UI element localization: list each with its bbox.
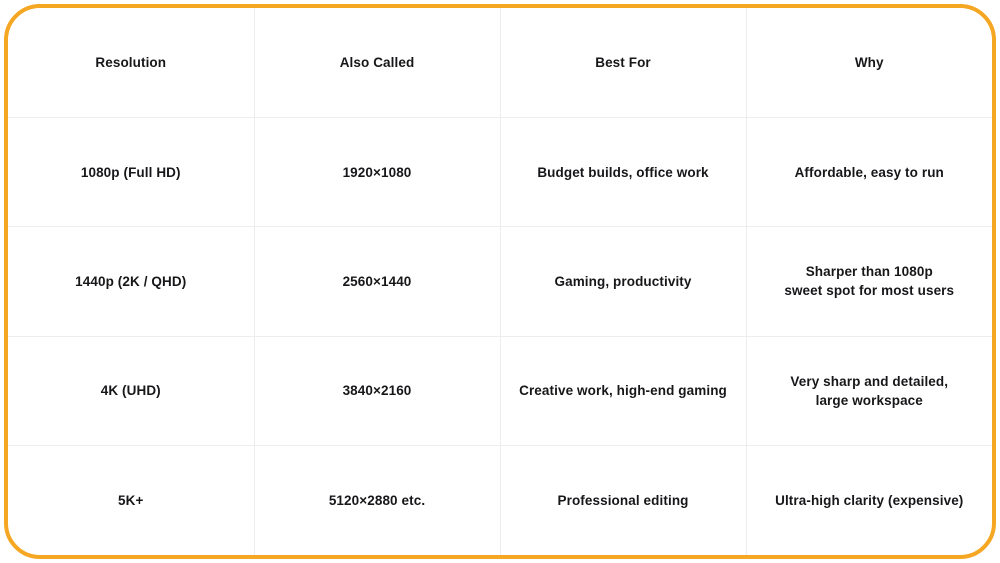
cell-why-line-1: Sharper than 1080p <box>805 264 933 280</box>
cell-why: Very sharp and detailed, large workspace <box>746 336 992 447</box>
table-row: 4K (UHD) 3840×2160 Creative work, high-e… <box>8 336 992 447</box>
column-header-also-called: Also Called <box>254 8 501 118</box>
cell-best-for-value: Creative work, high-end gaming <box>519 383 727 399</box>
column-header-also-called-label: Also Called <box>339 54 415 70</box>
cell-also-called: 1920×1080 <box>254 117 501 228</box>
cell-best-for: Creative work, high-end gaming <box>500 336 747 447</box>
cell-also-called: 2560×1440 <box>254 226 501 337</box>
cell-why-line-1: Affordable, easy to run <box>794 164 944 180</box>
cell-also-called-value: 1920×1080 <box>342 164 412 180</box>
cell-best-for: Budget builds, office work <box>500 117 747 228</box>
cell-why-line-1: Very sharp and detailed, <box>790 373 949 389</box>
cell-resolution-value: 5K+ <box>118 492 144 508</box>
table-row: 1440p (2K / QHD) 2560×1440 Gaming, produ… <box>8 226 992 337</box>
cell-best-for: Gaming, productivity <box>500 226 747 337</box>
column-header-why: Why <box>746 8 992 118</box>
cell-also-called-value: 2560×1440 <box>342 273 412 289</box>
table-header-row: Resolution Also Called Best For Why <box>8 8 992 118</box>
cell-best-for-value: Gaming, productivity <box>554 273 692 289</box>
cell-resolution-value: 1080p (Full HD) <box>80 164 181 180</box>
cell-why-line-1: Ultra-high clarity (expensive) <box>775 492 964 508</box>
column-header-resolution-label: Resolution <box>95 54 167 70</box>
column-header-best-for: Best For <box>500 8 747 118</box>
cell-resolution: 1080p (Full HD) <box>8 117 255 228</box>
cell-best-for-value: Professional editing <box>557 492 689 508</box>
table-row: 1080p (Full HD) 1920×1080 Budget builds,… <box>8 117 992 228</box>
cell-why-value: Affordable, easy to run <box>757 163 983 182</box>
cell-why-value: Ultra-high clarity (expensive) <box>757 491 983 510</box>
cell-why: Affordable, easy to run <box>746 117 992 228</box>
cell-resolution: 4K (UHD) <box>8 336 255 447</box>
cell-why-line-2: large workspace <box>815 392 923 408</box>
cell-also-called-value: 3840×2160 <box>342 383 412 399</box>
cell-why-value: Sharper than 1080p sweet spot for most u… <box>757 262 983 300</box>
cell-best-for: Professional editing <box>500 445 747 555</box>
cell-resolution-value: 1440p (2K / QHD) <box>75 273 187 289</box>
cell-why: Ultra-high clarity (expensive) <box>746 446 992 555</box>
cell-resolution-value: 4K (UHD) <box>100 383 161 399</box>
cell-also-called: 5120×2880 etc. <box>254 445 501 555</box>
column-header-why-label: Why <box>854 54 884 70</box>
table-row: 5K+ 5120×2880 etc. Professional editing … <box>8 445 992 555</box>
column-header-resolution: Resolution <box>8 8 255 118</box>
cell-why: Sharper than 1080p sweet spot for most u… <box>746 226 992 337</box>
cell-why-line-2: sweet spot for most users <box>784 283 955 299</box>
cell-also-called: 3840×2160 <box>254 336 501 447</box>
cell-why-value: Very sharp and detailed, large workspace <box>757 372 983 410</box>
cell-resolution: 1440p (2K / QHD) <box>8 226 255 337</box>
column-header-best-for-label: Best For <box>595 54 651 70</box>
resolution-comparison-table: Resolution Also Called Best For Why 1080… <box>8 8 992 555</box>
cell-also-called-value: 5120×2880 etc. <box>328 492 426 508</box>
cell-resolution: 5K+ <box>8 445 255 555</box>
cell-best-for-value: Budget builds, office work <box>537 164 709 180</box>
resolution-table-frame: Resolution Also Called Best For Why 1080… <box>4 4 996 559</box>
